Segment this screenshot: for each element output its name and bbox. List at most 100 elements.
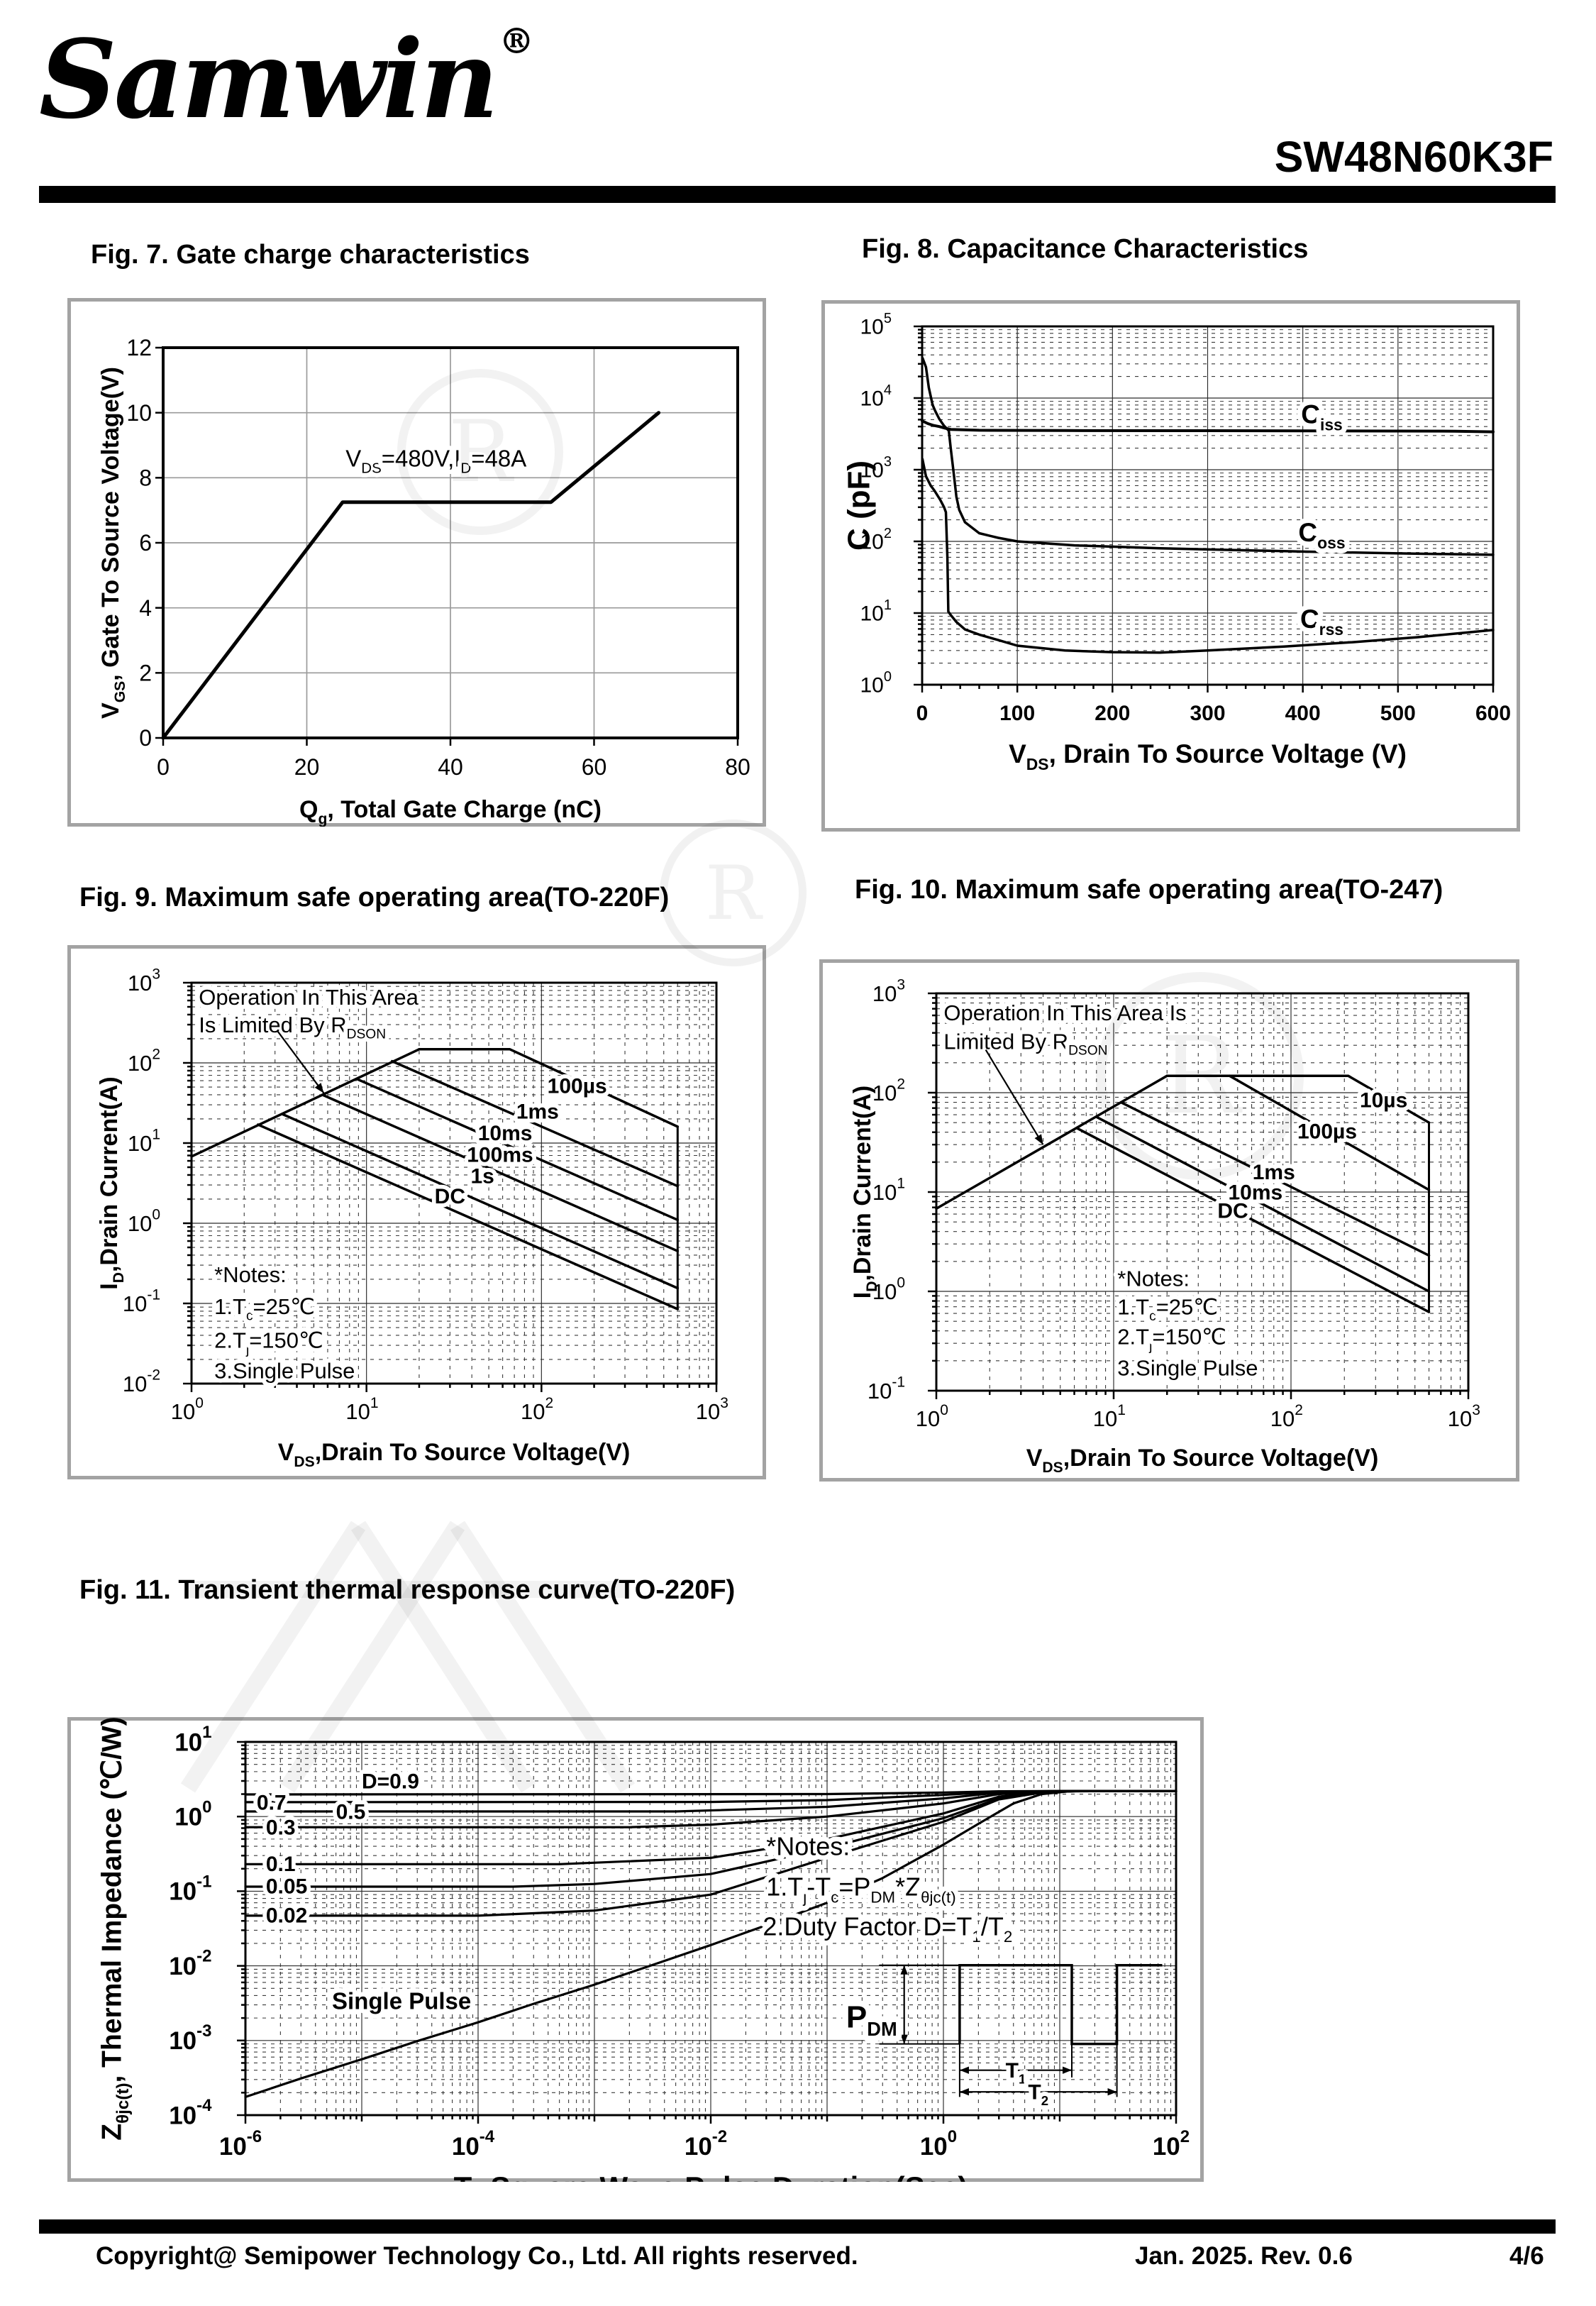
annotation-text: 1.Tj-Tc=PDM*Zθjc(t) [766,1872,955,1907]
annotation-arrow [985,1049,1044,1145]
svg-text:102: 102 [521,1395,553,1424]
annotation-text: D=0.9 [362,1770,419,1794]
svg-text:102: 102 [1153,2127,1190,2161]
annotation-text: 10ms [478,1122,533,1145]
grid [922,326,1493,685]
annotation-text: 1.Tc=25℃ [1117,1295,1218,1324]
fig8-capacitance-chart: 0 100 200 300 400 500 600 100 101 102 103 104 105 VDS… [821,300,1520,832]
annotation-text: Operation In This Area Is [943,1000,1186,1025]
svg-text:80: 80 [725,754,750,780]
svg-text:10-2: 10-2 [169,1947,211,1980]
series-gate-charge-curve [161,411,661,740]
svg-text:0: 0 [916,702,929,725]
annotation-text: 0.05 [266,1875,307,1899]
series-10ms [1095,1115,1431,1293]
series-10ms [355,1077,680,1222]
svg-text:101: 101 [128,1127,160,1156]
svg-text:600: 600 [1475,702,1511,725]
header-divider [39,186,1556,203]
x-axis-title: VDS,Drain To Source Voltage(V) [278,1439,631,1470]
annotation-text: 0.7 [257,1791,287,1814]
svg-text:10-2: 10-2 [123,1367,160,1396]
svg-text:105: 105 [860,311,892,339]
svg-text:10-4: 10-4 [169,2096,212,2129]
svg-text:100: 100 [999,702,1035,725]
y-axis-title: ID,Drain Current(A) [96,1076,127,1289]
annotation-text: Limited By RDSON [943,1029,1107,1058]
svg-text:100: 100 [174,1797,211,1831]
series-100us [418,1048,680,1128]
annotation-text: 1.Tc=25℃ [214,1294,315,1323]
x-axis-title: T1,Square Wave Pulse Duration(Sec) [454,2170,968,2182]
svg-text:102: 102 [860,526,892,554]
series-DC [257,1123,680,1311]
part-number: SW48N60K3F [1274,133,1553,181]
annotation-arrow [277,1030,325,1094]
series [935,1074,1431,1313]
y-axis-title: Zθjc(t), Thermal Impedance (℃/W) [97,1717,133,2141]
annotation-text: DC [435,1185,465,1208]
annotation-text: 1ms [1253,1161,1295,1184]
fig10-soa-to247-chart: 100 101 102 103 10-1 100 101 102 103 VDS,Drain To… [819,959,1519,1482]
svg-text:10-3: 10-3 [169,2021,211,2055]
svg-text:102: 102 [1270,1402,1303,1431]
svg-text:6: 6 [139,530,152,556]
annotation-text: *Notes: [1117,1267,1190,1291]
series-10us [1165,1074,1431,1124]
series-1ms [390,1059,680,1188]
svg-text:10-6: 10-6 [219,2127,262,2161]
svg-text:200: 200 [1095,702,1130,725]
annotations: Operation In This Area Is Limited By RDSO… [194,981,611,1387]
svg-text:101: 101 [174,1723,211,1756]
x-axis-title: VDS,Drain To Source Voltage(V) [1026,1445,1379,1476]
svg-text:103: 103 [696,1395,728,1424]
annotation-text: DC [1217,1200,1248,1223]
fig8-title: Fig. 8. Capacitance Characteristics [862,234,1309,264]
series-100ms [321,1093,680,1252]
annotation-text: 3.Single Pulse [1117,1356,1258,1381]
svg-text:2: 2 [139,661,152,686]
svg-text:100: 100 [920,2127,957,2161]
svg-text:103: 103 [1448,1402,1480,1431]
annotation-text: 100µs [548,1075,607,1098]
svg-text:500: 500 [1380,702,1416,725]
svg-text:100: 100 [128,1207,160,1236]
svg-text:101: 101 [1093,1402,1126,1431]
series-1ms [1119,1100,1431,1257]
svg-text:100: 100 [171,1395,204,1424]
annotation-text: 0.02 [266,1904,307,1927]
footer: Copyright@ Semipower Technology Co., Ltd… [0,2242,1596,2275]
series [190,1048,680,1311]
svg-text:20: 20 [294,754,320,780]
annotation-text: 3.Single Pulse [214,1359,355,1384]
annotation-text: 1s [470,1165,494,1188]
registered-trademark-icon: ® [499,20,535,62]
fig11-thermal-impedance-chart: 10-6 10-4 10-2 100 10210-410-310-210-1100101… [67,1717,1204,2182]
svg-text:101: 101 [345,1395,378,1424]
series-Coss [921,357,1495,556]
annotation-text: 100µs [1297,1120,1357,1144]
brand-logo: Samwin® [39,20,535,138]
footer-revision: Jan. 2025. Rev. 0.6 [1135,2242,1353,2270]
series [921,357,1495,654]
x-axis-title: Qg, Total Gate Charge (nC) [299,796,602,827]
svg-text:104: 104 [860,382,892,411]
svg-text:102: 102 [128,1047,160,1076]
series-100us [1228,1074,1431,1191]
annotation-text: *Notes: [766,1832,850,1861]
y-axis-title: VGS, Gate To Source Voltage(V) [97,367,128,719]
svg-text:102: 102 [872,1076,905,1105]
fig11-title: Fig. 11. Transient thermal response curv… [79,1575,736,1605]
svg-text:103: 103 [860,454,892,482]
series [244,1789,1177,2098]
svg-text:10-1: 10-1 [868,1374,905,1403]
annotation-text: Single Pulse [332,1987,471,2014]
series-DC [1075,1127,1431,1313]
series-Crss [921,458,1495,654]
fig9-title: Fig. 9. Maximum safe operating area(TO-2… [79,883,670,912]
fig7-title: Fig. 7. Gate charge characteristics [91,240,530,270]
axis-ticks: 100 101 102 103 10-2 10-1 100 101 102 103 [123,966,728,1424]
annotation-text: *Notes: [214,1262,287,1287]
